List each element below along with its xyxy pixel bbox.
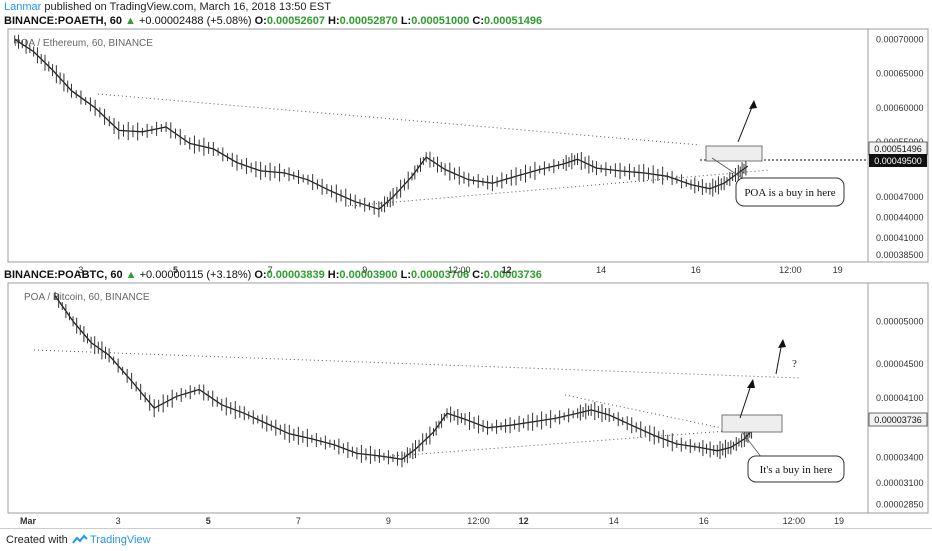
- up-triangle-icon: ▲: [125, 15, 136, 27]
- p2-question-mark: ?: [792, 358, 797, 370]
- published-text: published on TradingView.com, March 16, …: [44, 1, 331, 13]
- symbol-label: BINANCE:POABTC, 60: [4, 269, 123, 281]
- p1-callout-text: POA is a buy in here: [744, 187, 835, 199]
- x-tick-label: 16: [691, 265, 701, 275]
- x-tick-label: 14: [596, 265, 606, 275]
- p2-arrow-head: [747, 379, 755, 388]
- y-tick-label: 0.00004100: [876, 393, 924, 403]
- p2-last-price-text: 0.00003736: [874, 415, 922, 425]
- p1-upper-trendline: [97, 93, 701, 146]
- p2-callout-box: [747, 455, 845, 483]
- p2-lower-trendline: [365, 429, 741, 459]
- x-tick-label: 3: [78, 265, 83, 275]
- x-tick-label: 12: [519, 516, 529, 526]
- publish-line: Lanmar published on TradingView.com, Mar…: [4, 0, 331, 14]
- p2-callout-pointer: [741, 431, 763, 459]
- ohlc-line-2: BINANCE:POABTC, 60 ▲ +0.00000115 (+3.18%…: [4, 269, 542, 281]
- x-tick-label: 12:00: [779, 265, 802, 275]
- ohlc-line-1: BINANCE:POAETH, 60 ▲ +0.00002488 (+5.08%…: [4, 15, 543, 27]
- y-tick-label: 0.00002850: [876, 499, 924, 509]
- x-tick-label: 19: [833, 265, 843, 275]
- panel-2-frame: [7, 282, 929, 514]
- change-value: +0.00000115 (+3.18%): [139, 269, 252, 281]
- p1-last-price-text: 0.00051496: [874, 144, 922, 154]
- p1-buy-zone-box: [705, 145, 763, 162]
- x-tick-label: 7: [268, 265, 273, 275]
- created-with-label: Created with: [6, 534, 68, 546]
- panel-2-plot: 0.00005000 0.00004500 0.00004100 0.00003400…: [20, 291, 924, 526]
- p1-callout-box: [735, 177, 845, 207]
- low-value: 0.00051000: [411, 15, 470, 27]
- tradingview-brand-link[interactable]: TradingView: [90, 534, 151, 546]
- x-tick-label: 3: [116, 516, 121, 526]
- p2-last-price-tag: [868, 412, 928, 427]
- y-tick-label: 0.00044000: [876, 212, 924, 222]
- low-value: 0.00003706: [410, 269, 470, 281]
- panel-1-watermark: POA / Ethereum, 60, BINANCE: [14, 38, 153, 49]
- p2-upper-arrow-head: [778, 339, 786, 348]
- y-tick-label: 0.00003100: [876, 478, 924, 488]
- footer-bar: Created with TradingView: [0, 528, 932, 551]
- p1-lower-trendline: [347, 169, 771, 207]
- p1-line-price-tag: [869, 154, 927, 167]
- p2-callout-text: It's a buy in here: [760, 464, 833, 476]
- y-tick-label: 0.00070000: [876, 34, 924, 44]
- open-value: 0.00052607: [266, 15, 325, 27]
- symbol-label: BINANCE:POAETH, 60: [4, 15, 122, 27]
- x-tick-label: 12:00: [448, 265, 471, 275]
- high-value: 0.00003900: [339, 269, 398, 281]
- up-triangle-icon: ▲: [125, 269, 137, 281]
- p1-line-price-text: 0.00049500: [874, 156, 922, 166]
- close-value: 0.00003736: [483, 269, 542, 281]
- y-tick-label: 0.00047000: [876, 192, 924, 202]
- chart-canvas[interactable]: POA / Ethereum, 60, BINANCE POA / Bitcoi…: [0, 0, 932, 528]
- x-tick-label: Mar: [20, 516, 37, 526]
- panel-1-frame: [7, 28, 929, 263]
- author-link[interactable]: Lanmar: [4, 1, 42, 13]
- p1-arrow-head: [749, 100, 757, 109]
- x-tick-label: 12: [502, 265, 512, 275]
- open-value: 0.00003839: [266, 269, 325, 281]
- y-tick-label: 0.00003400: [876, 453, 924, 463]
- y-tick-label: 0.00065000: [876, 69, 924, 79]
- y-tick-label: 0.00041000: [876, 233, 924, 243]
- x-tick-label: 9: [386, 516, 391, 526]
- y-tick-label: 0.00038500: [876, 250, 924, 260]
- x-tick-label: 12:00: [783, 516, 806, 526]
- x-tick-label: 5: [173, 265, 178, 275]
- y-tick-label: 0.00004500: [876, 359, 924, 369]
- y-tick-label: 0.00005000: [876, 316, 924, 326]
- change-value: +0.00002488 (+5.08%): [138, 15, 252, 27]
- p2-descending-trendline: [564, 394, 723, 429]
- x-tick-label: 7: [296, 516, 301, 526]
- p2-upper-trendline: [33, 349, 801, 379]
- x-tick-label: 5: [206, 516, 211, 526]
- price-series-line: [54, 295, 754, 460]
- p2-buy-zone-box: [721, 414, 783, 433]
- y-tick-label: 0.00060000: [876, 103, 924, 113]
- x-tick-label: 16: [699, 516, 709, 526]
- x-tick-label: 9: [362, 265, 367, 275]
- panel-1-plot: 0.000700000.000650000.000600000.00055000…: [14, 34, 924, 275]
- x-tick-label: 12:00: [467, 516, 490, 526]
- x-tick-label: 19: [834, 516, 844, 526]
- price-series-line: [14, 38, 749, 210]
- close-value: 0.00051496: [484, 15, 543, 27]
- panel-2-watermark: POA / Bitcoin, 60, BINANCE: [24, 292, 150, 303]
- high-value: 0.00052870: [339, 15, 398, 27]
- tradingview-logo-icon: [72, 534, 88, 544]
- x-tick-label: 14: [609, 516, 619, 526]
